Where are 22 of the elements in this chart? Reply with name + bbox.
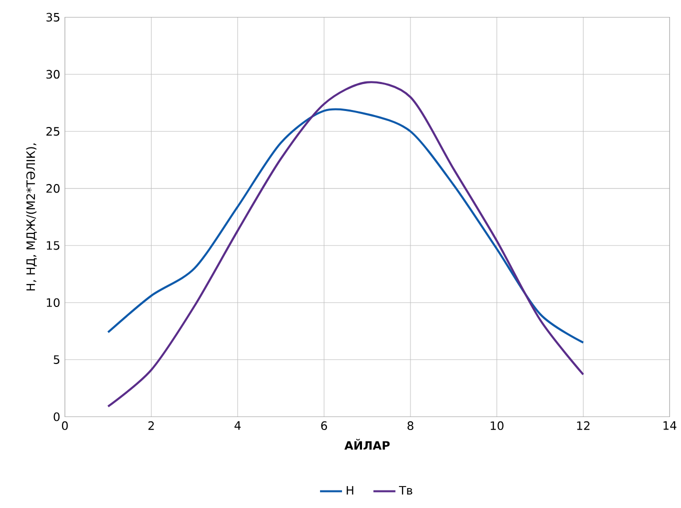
x-tick-label: 14 [664, 421, 676, 430]
x-tick-label: 6 [321, 421, 328, 430]
x-axis-title: АЙЛАР [344, 439, 390, 450]
y-tick-label: 35 [46, 13, 60, 22]
x-tick-label: 4 [234, 421, 241, 430]
y-tick-label: 5 [54, 356, 60, 364]
legend-label: Н [346, 486, 354, 495]
y-tick-label: 25 [46, 127, 60, 136]
y-tick-label: 20 [46, 184, 60, 194]
x-tick-label: 8 [408, 421, 414, 430]
legend-label: Тв [398, 486, 412, 495]
x-tick-label: 10 [490, 421, 504, 430]
y-tick-label: 0 [54, 412, 60, 422]
y-tick-label: 15 [46, 241, 60, 250]
line-series [107, 108, 584, 344]
x-tick-label: 0 [62, 421, 68, 430]
y-axis-title: Н, НД, МДЖ/(М2*ТӘЛІК), [26, 144, 37, 291]
x-tick-label: 2 [148, 421, 154, 430]
y-tick-label: 30 [46, 70, 60, 79]
y-tick-label: 10 [46, 298, 60, 308]
x-tick-label: 12 [577, 421, 590, 430]
line-series [107, 81, 584, 408]
